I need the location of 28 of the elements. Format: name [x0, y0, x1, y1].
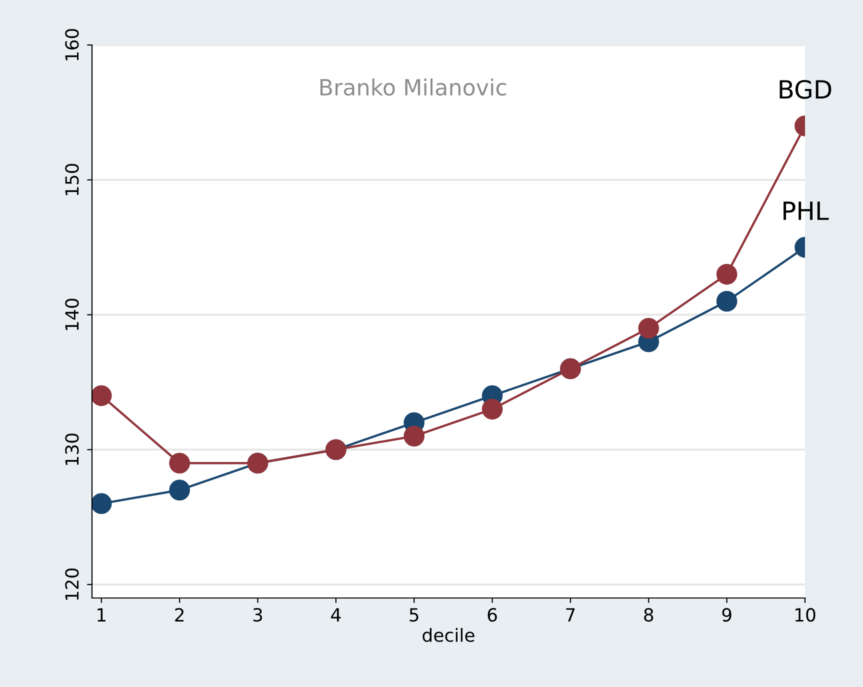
- x-tick-label: 7: [566, 608, 575, 622]
- annotation: Branko Milanovic: [320, 78, 506, 96]
- point: [404, 426, 425, 447]
- point: [716, 290, 738, 312]
- x-tick-label: 2: [175, 608, 184, 622]
- x-axis-title: decile: [422, 628, 474, 642]
- x-tick-label: 6: [488, 608, 497, 622]
- point: [169, 452, 190, 474]
- x-tick-label: 8: [644, 608, 654, 622]
- y-tick-label: 160: [65, 28, 79, 60]
- point: [92, 493, 112, 514]
- annotation: PHL: [784, 202, 829, 220]
- x-tick-label: 10: [795, 608, 816, 622]
- point: [638, 318, 660, 339]
- x-tick-label: 1: [98, 608, 106, 622]
- x-tick-label: 9: [722, 608, 732, 622]
- y-tick-label: 130: [65, 434, 79, 465]
- point: [169, 480, 190, 501]
- point: [716, 264, 738, 285]
- point: [482, 398, 503, 420]
- point: [92, 385, 112, 406]
- x-tick-label: 5: [410, 608, 418, 622]
- y-tick-label: 140: [65, 298, 79, 330]
- y-tick-label: 120: [65, 568, 79, 600]
- x-tick-label: 3: [253, 608, 262, 622]
- x-tick-label: 4: [331, 608, 341, 622]
- annotation: BGD: [780, 80, 832, 99]
- y-tick-label: 150: [65, 164, 79, 196]
